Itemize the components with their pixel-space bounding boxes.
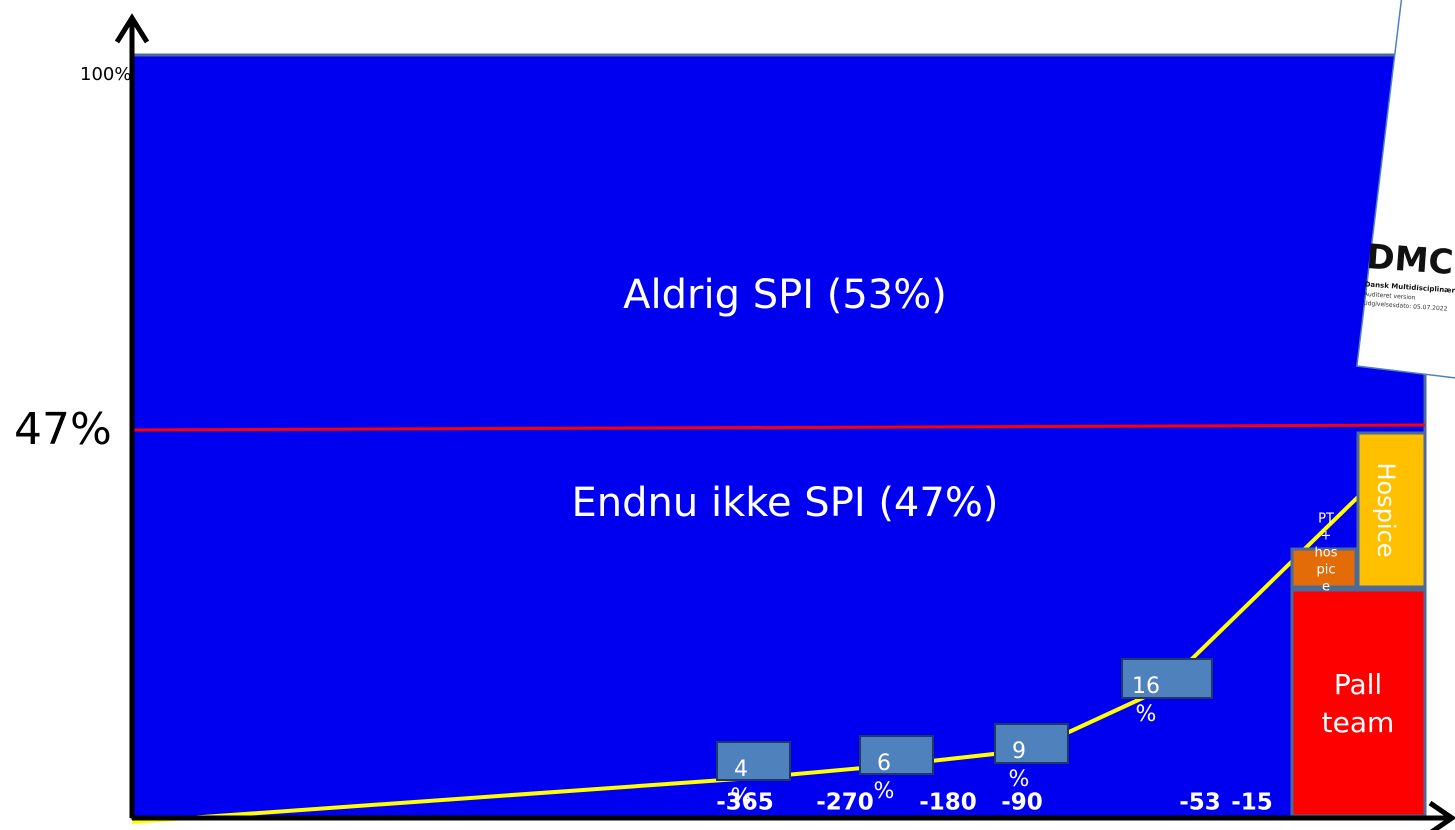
pt-hospice-label: hos — [1315, 546, 1338, 561]
day-label: -15 — [1231, 790, 1273, 816]
top-label: 100% — [80, 64, 131, 85]
pall-team-label: team — [1322, 706, 1395, 739]
plot-area — [132, 55, 1425, 818]
pall-team-box — [1292, 590, 1425, 816]
day-label: -90 — [1001, 790, 1043, 816]
percent-box — [717, 742, 790, 780]
doc-logo: DMC — [1365, 237, 1455, 283]
percent-label: 4 — [734, 757, 748, 782]
pt-hospice-label: + — [1321, 529, 1332, 544]
hospice-label: Hospice — [1372, 462, 1400, 557]
slide: DMC Dansk Multidisciplinær Auditeret ver… — [0, 0, 1455, 830]
region-label: Endnu ikke SPI (47%) — [572, 480, 999, 526]
region-label: Aldrig SPI (53%) — [623, 272, 947, 318]
percent-label: % — [1136, 702, 1157, 727]
percent-label: 6 — [877, 751, 891, 776]
pt-hospice-label: pic — [1316, 563, 1335, 578]
pt-hospice-label: PT — [1318, 512, 1334, 527]
pall-team-label: Pall — [1334, 668, 1382, 701]
percent-label: 16 — [1132, 674, 1160, 699]
percent-box — [860, 736, 933, 774]
percent-box — [995, 724, 1068, 763]
pt-hospice-label: e — [1322, 580, 1330, 595]
marker-label: 47% — [14, 404, 112, 455]
day-label: -180 — [919, 790, 977, 816]
percent-label: % — [1009, 767, 1030, 792]
percent-label: % — [874, 779, 895, 804]
day-label: -365 — [716, 790, 774, 816]
day-label: -270 — [816, 790, 874, 816]
percent-label: 9 — [1012, 739, 1026, 764]
day-label: -53 — [1179, 790, 1221, 816]
